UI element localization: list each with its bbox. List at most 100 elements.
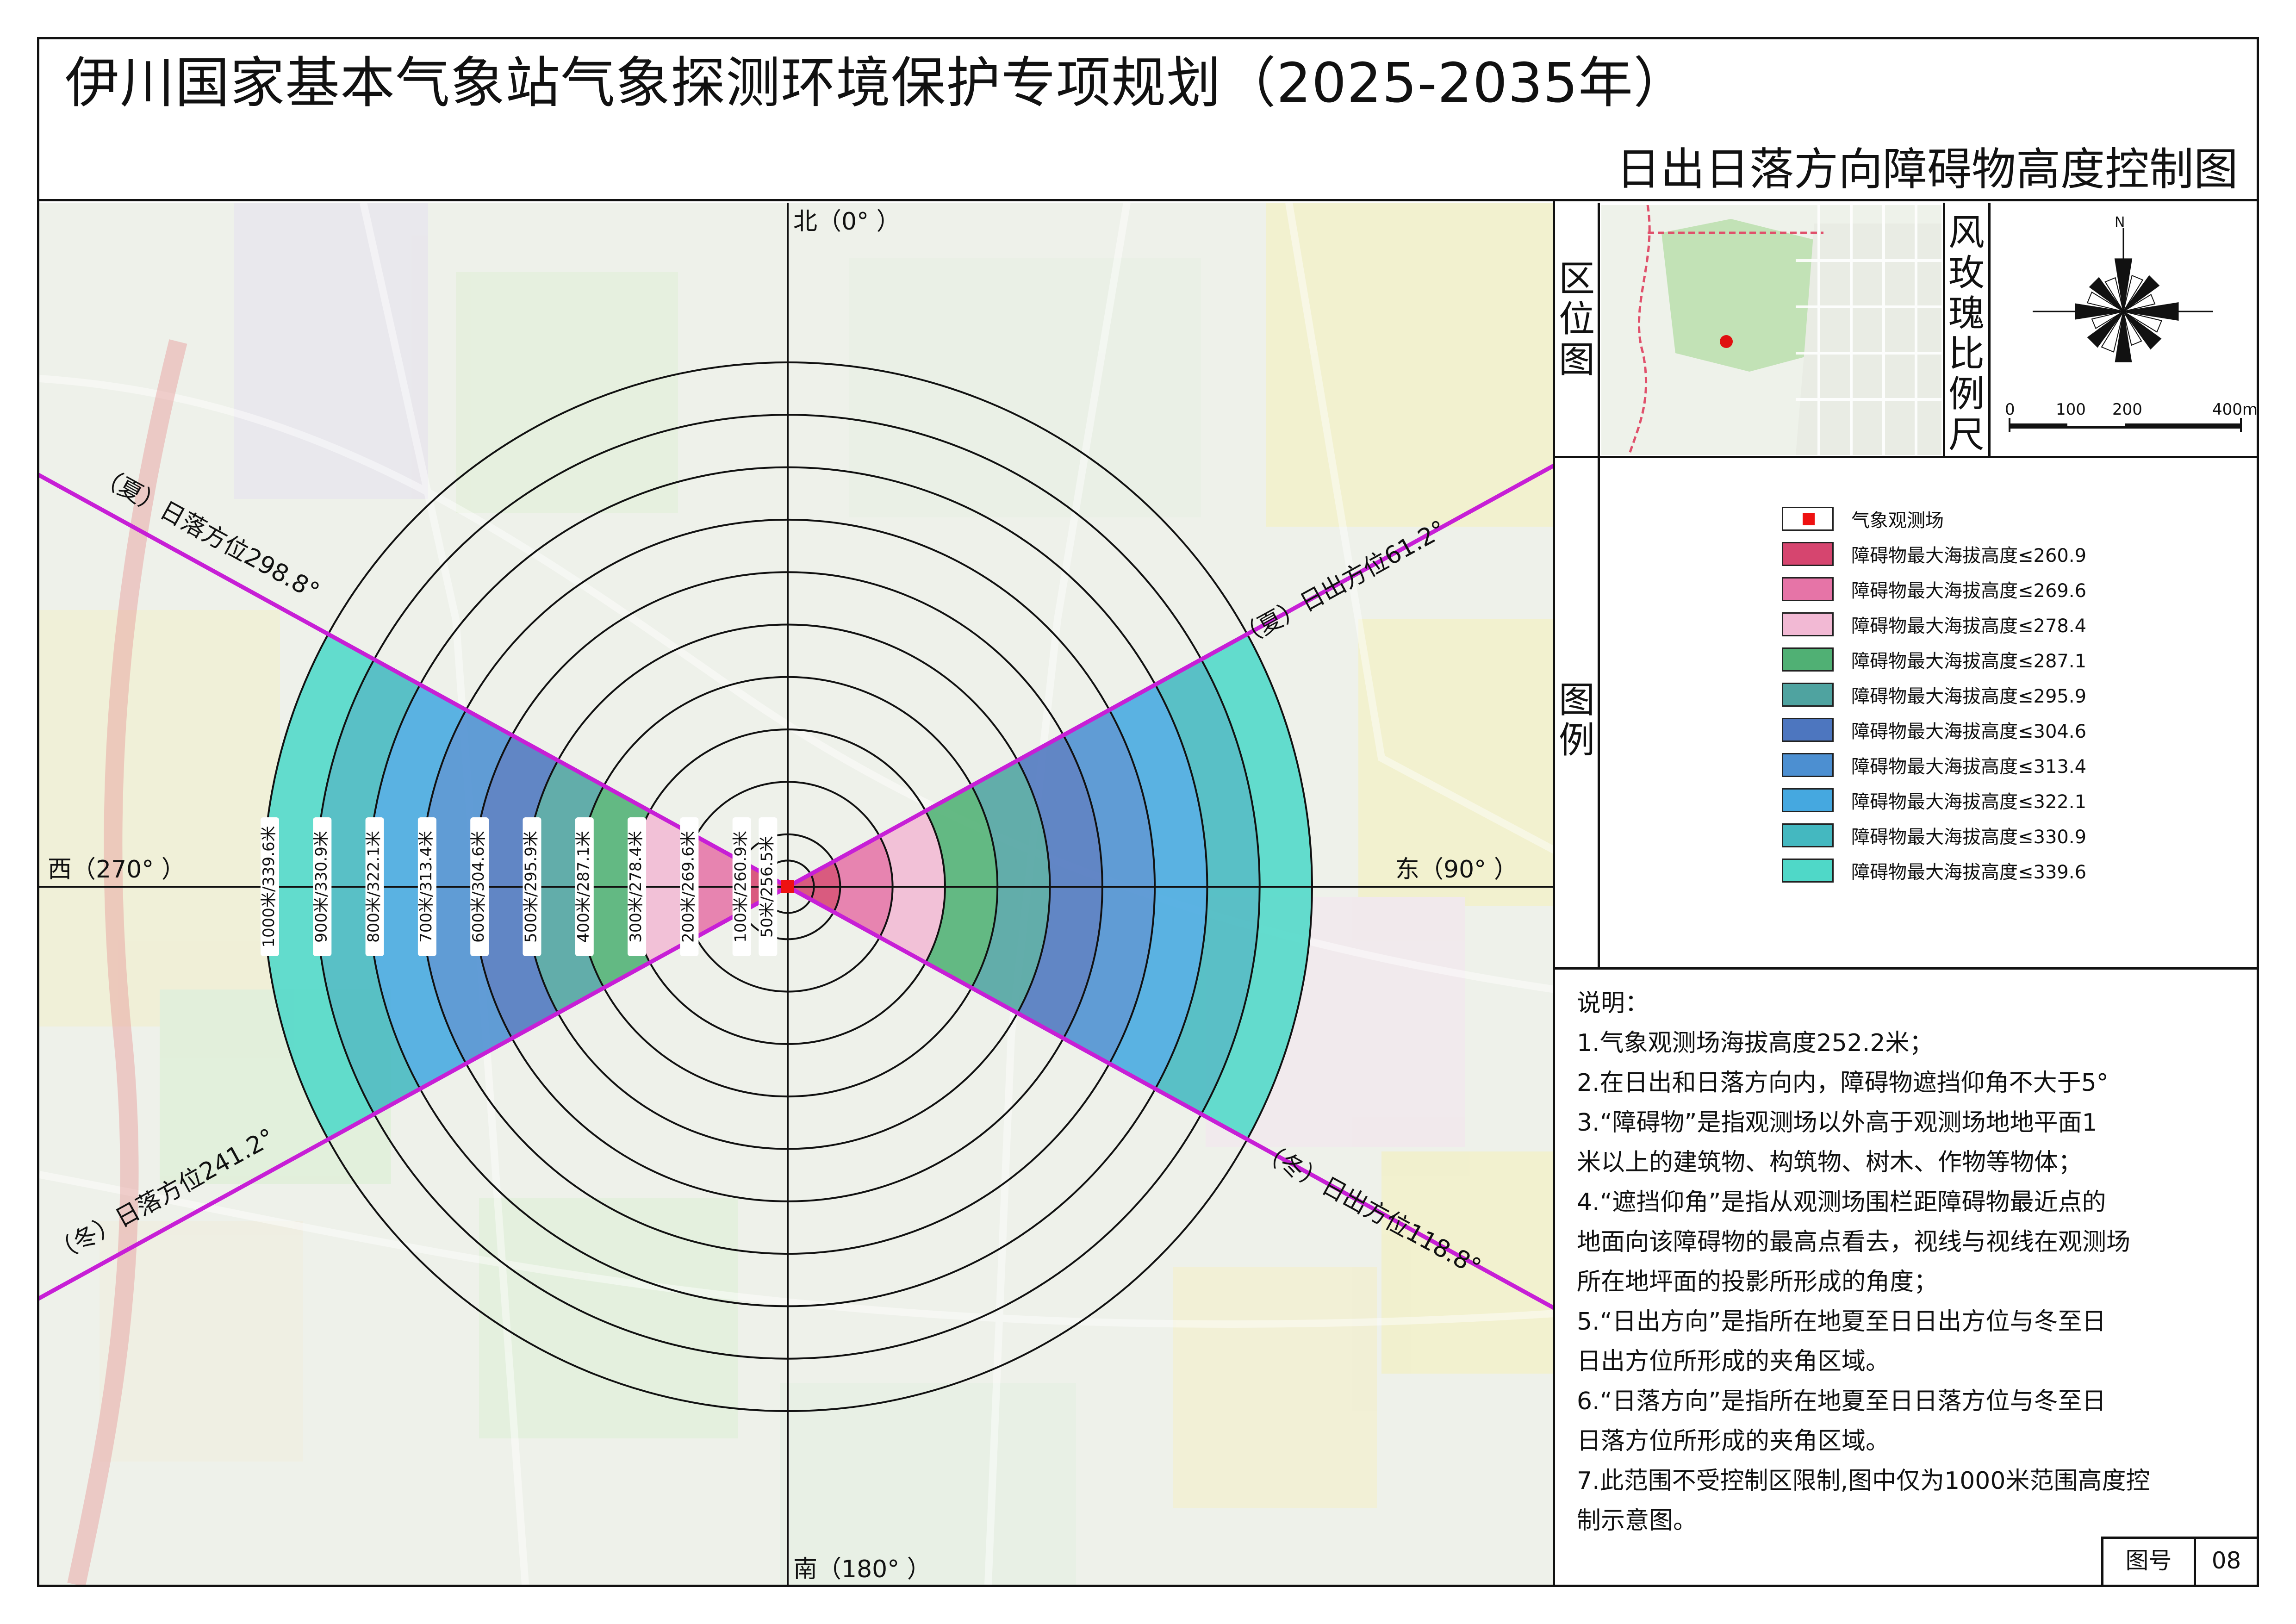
legend-text: 障碍物最大海拔高度≤260.9 — [1851, 545, 2087, 566]
ring-label-background — [313, 817, 332, 956]
scale-tick-400: 400m — [2212, 400, 2258, 419]
note-line: 2.在日出和日落方向内，障碍物遮挡仰角不大于5° — [1577, 1069, 2109, 1097]
sunset-sector-band — [263, 634, 374, 1139]
wind-rose-scale-label: 风玫瑰比例尺 — [1948, 212, 1985, 456]
panel-row-divider — [1555, 456, 2257, 458]
wind-rose-panel: N 0 100 200 400m — [1991, 205, 2258, 455]
legend-text: 障碍物最大海拔高度≤322.1 — [1851, 791, 2087, 813]
note-line: 地面向该障碍物的最高点看去，视线与视线在观测场 — [1577, 1228, 2131, 1256]
legend-swatch — [1782, 718, 1834, 742]
legend-swatch — [1782, 542, 1834, 566]
sun-azimuth-lines — [39, 462, 1555, 1311]
sun-azimuth-line — [786, 462, 1555, 889]
north-label: 北（0° ） — [793, 208, 901, 236]
legend-swatch — [1782, 823, 1834, 847]
wind-rose-petal — [2086, 291, 2124, 312]
notes-heading: 说明： — [1577, 989, 1649, 1017]
panel-col-divider — [1988, 203, 1991, 457]
legend-item: 障碍物最大海拔高度≤278.4 — [1782, 612, 2087, 637]
north-arrow-letter: N — [2115, 214, 2125, 230]
basemap-blocks — [39, 203, 1555, 1585]
ring-label-background — [523, 817, 541, 956]
wind-rose-petal — [2087, 311, 2124, 348]
note-line: 3.“障碍物”是指观测场以外高于观测场地地平面1 — [1577, 1109, 2097, 1137]
west-label: 西（270° ） — [48, 856, 186, 884]
legend-item: 气象观测场 — [1782, 507, 1944, 531]
legend-item: 障碍物最大海拔高度≤339.6 — [1782, 859, 2086, 883]
wind-rose-petal — [2123, 275, 2160, 312]
station-marker — [781, 880, 794, 893]
legend-text: 障碍物最大海拔高度≤339.6 — [1851, 862, 2087, 883]
ring-label: 600米/304.6米 — [469, 831, 488, 943]
legend-item: 障碍物最大海拔高度≤322.1 — [1782, 788, 2087, 813]
scale-tick-200: 200 — [2112, 400, 2142, 419]
legend-label: 图例 — [1558, 679, 1595, 762]
ring-label: 800米/322.1米 — [365, 831, 383, 943]
legend-swatch — [1782, 788, 1834, 812]
title-band — [37, 37, 2259, 201]
legend-swatch — [1782, 753, 1834, 777]
figure-number-box — [2101, 1537, 2257, 1585]
panel-col-divider — [1598, 203, 1600, 967]
figure-number-label: 图号 — [2125, 1547, 2172, 1574]
sun-azimuth-line — [786, 885, 1555, 1311]
legend-item: 障碍物最大海拔高度≤260.9 — [1782, 542, 2086, 566]
note-line: 所在地坪面的投影所形成的角度； — [1577, 1268, 1938, 1296]
note-line: 制示意图。 — [1577, 1507, 1698, 1535]
legend-text: 障碍物最大海拔高度≤313.4 — [1851, 756, 2087, 778]
wind-rose-petal — [2114, 258, 2133, 312]
note-line: 5.“日出方向”是指所在地夏至日日出方位与冬至日 — [1577, 1308, 2106, 1336]
sun-azimuth-line — [39, 885, 789, 1301]
panel-col-divider — [1943, 203, 1945, 457]
ring-label: 500米/295.9米 — [522, 831, 541, 943]
legend-swatch — [1782, 612, 1834, 636]
ring-label: 900米/330.9米 — [312, 831, 330, 943]
note-line: 4.“遮挡仰角”是指从观测场围栏距障碍物最近点的 — [1577, 1188, 2106, 1216]
ring-labels: 50米/256.5米 100米/260.9米 200米/269.6米 300米/278… — [260, 817, 778, 956]
ring-label: 700米/313.4米 — [417, 831, 436, 943]
ring-label: 50米/256.5米 — [758, 836, 776, 938]
ring-label-background — [365, 817, 384, 956]
ring-label: 1000米/339.6米 — [260, 826, 278, 947]
legend-text: 障碍物最大海拔高度≤330.9 — [1851, 827, 2087, 848]
main-map: 50米/256.5米 100米/260.9米 200米/269.6米 300米/278… — [39, 203, 1555, 1585]
ring-label-background — [732, 817, 751, 956]
legend-swatch — [1782, 647, 1834, 672]
panel-divider — [1553, 201, 1555, 1587]
station-marker-swatch — [1803, 513, 1815, 525]
railway-line — [67, 339, 187, 1585]
ring-label-background — [261, 817, 279, 956]
wind-rose-petal — [2123, 311, 2142, 346]
legend-text: 障碍物最大海拔高度≤287.1 — [1851, 651, 2087, 672]
south-label: 南（180° ） — [793, 1556, 931, 1583]
ring-label-background — [417, 817, 436, 956]
map-frame — [37, 37, 2259, 1587]
legend-text: 障碍物最大海拔高度≤295.9 — [1851, 686, 2087, 707]
wind-rose-petal — [2123, 274, 2144, 312]
ring-label: 100米/260.9米 — [732, 831, 750, 943]
location-map-label: 区位图 — [1558, 258, 1595, 381]
legend-swatch — [1782, 577, 1834, 601]
wind-rose-petal — [2089, 277, 2124, 312]
wind-rose-petal — [2101, 311, 2124, 353]
note-line: 7.此范围不受控制区限制,图中仅为1000米范围高度控 — [1577, 1467, 2150, 1495]
ring-label: 300米/278.4米 — [627, 831, 645, 943]
wind-rose-petal — [2091, 311, 2124, 330]
legend-text: 障碍物最大海拔高度≤278.4 — [1851, 616, 2087, 637]
legend-item: 障碍物最大海拔高度≤269.6 — [1782, 577, 2087, 602]
ring-label-background — [575, 817, 594, 956]
wind-rose-petal — [2075, 303, 2124, 320]
legend-text: 障碍物最大海拔高度≤304.6 — [1851, 721, 2087, 742]
wind-rose-petal — [2123, 293, 2156, 312]
legend-item: 障碍物最大海拔高度≤287.1 — [1782, 647, 2086, 672]
wind-rose-petal — [2115, 311, 2132, 362]
wind-rose-petal — [2104, 277, 2124, 312]
note-line: 日落方位所形成的夹角区域。 — [1577, 1427, 1890, 1455]
compass-axes — [39, 203, 1555, 1585]
legend-text: 障碍物最大海拔高度≤269.6 — [1851, 580, 2087, 602]
location-map — [1601, 205, 1941, 455]
wind-rose — [2009, 228, 2242, 432]
legend-item: 障碍物最大海拔高度≤313.4 — [1782, 753, 2087, 778]
ring-label-background — [470, 817, 489, 956]
notes: 说明： 1.气象观测场海拔高度252.2米； 2.在日出和日落方向内，障碍物遮挡… — [1577, 983, 2252, 1541]
